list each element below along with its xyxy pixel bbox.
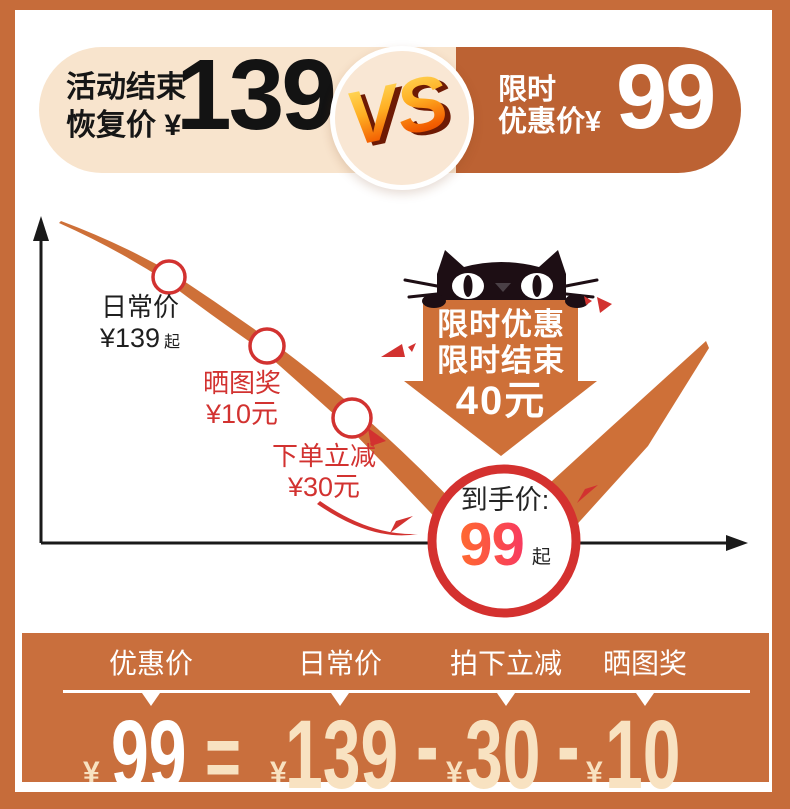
promo-line2: 优惠价¥	[498, 106, 602, 138]
pointer-triangle	[497, 693, 515, 706]
final-price-value: 99	[459, 511, 525, 578]
formula-value-99: 99	[111, 700, 187, 809]
final-price-row: 99 起	[459, 511, 551, 578]
regular-line2: 恢复价 ¥	[66, 109, 182, 142]
confetti	[317, 296, 612, 536]
y-axis	[33, 216, 49, 543]
formula-yen-2: ¥	[270, 756, 287, 789]
pointer-triangle	[636, 693, 654, 706]
frame-top	[0, 0, 790, 10]
formula-minus-2: -	[557, 691, 580, 800]
x-axis	[41, 535, 748, 551]
daily-price-amount: ¥139	[99, 323, 161, 353]
panel-rule	[63, 690, 750, 693]
label-order-discount: 下单立减 ¥30元	[250, 441, 398, 502]
formula-yen-1: ¥	[83, 756, 100, 789]
final-price-label: 到手价:	[460, 485, 550, 515]
promo-line1: 限时	[498, 74, 557, 106]
label-photo-reward: 晒图奖 ¥10元	[180, 368, 304, 429]
frame-left	[0, 0, 15, 809]
formula-value-30: 30	[465, 700, 541, 809]
label-daily-price: 日常价 ¥139 起	[78, 293, 202, 357]
daily-price-value: ¥139 起	[78, 324, 202, 357]
photo-reward-amount: ¥10元	[205, 399, 279, 429]
cat-paws	[422, 294, 589, 308]
promo-arrow-line2: 限时结束	[437, 343, 565, 378]
frame-right	[772, 0, 790, 809]
regular-price-value: 139	[176, 39, 337, 151]
tmall-cat-icon	[403, 250, 599, 304]
formula-yen-3: ¥	[446, 756, 463, 789]
formula-value-139: 139	[285, 700, 399, 809]
header-promo-price: 优惠价	[108, 648, 193, 679]
price-point-markers	[151, 259, 373, 439]
daily-price-suffix: 起	[164, 334, 181, 351]
final-price-suffix: 起	[531, 547, 551, 568]
order-discount-amount: ¥30元	[287, 472, 361, 502]
formula-value-10: 10	[605, 700, 681, 809]
header-order-discount: 拍下立减	[449, 648, 562, 679]
final-price-text: 到手价: 99 起	[431, 485, 579, 578]
order-discount-name: 下单立减	[271, 441, 376, 471]
regular-price-label: 活动结束恢复价 ¥	[66, 69, 186, 145]
formula-minus-1: -	[416, 691, 439, 800]
daily-price-name: 日常价	[100, 292, 179, 322]
frame-bottom	[0, 792, 790, 809]
promo-price-pill	[456, 47, 741, 173]
promo-price-value: 99	[616, 46, 716, 148]
pointer-triangle	[331, 693, 349, 706]
formula-equals: =	[205, 707, 241, 806]
formula-panel: 优惠价 日常价 拍下立减 晒图奖 ¥ 99 = ¥ 139 - ¥ 30 - ¥…	[22, 633, 769, 803]
promo-arrow-amount: 40元	[455, 379, 547, 423]
pointer-triangle	[142, 693, 160, 706]
price-decline-curve	[59, 221, 460, 527]
regular-line1: 活动结束	[66, 71, 186, 104]
promo-price-label: 限时 优惠价¥	[498, 74, 601, 138]
promo-arrow-text: 限时优惠 限时结束 40元	[407, 307, 595, 423]
final-price-circle	[427, 464, 581, 618]
promo-arrow	[404, 300, 597, 456]
photo-reward-name: 晒图奖	[202, 368, 281, 398]
vs-badge: VS VS	[330, 46, 474, 190]
header-photo-reward: 晒图奖	[602, 648, 687, 679]
header-daily-price: 日常价	[297, 648, 382, 679]
promo-arrow-line1: 限时优惠	[437, 307, 565, 342]
formula-yen-4: ¥	[586, 756, 603, 789]
